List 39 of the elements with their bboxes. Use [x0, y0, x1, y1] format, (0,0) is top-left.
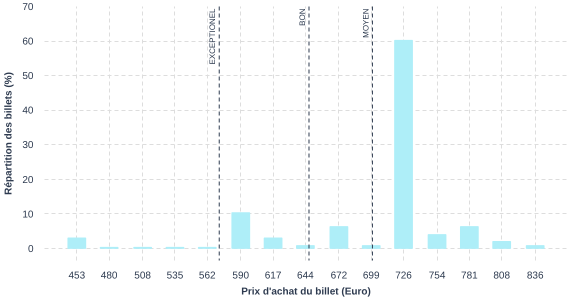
x-tick-label: 590	[232, 270, 250, 282]
x-tick-label: 672	[330, 270, 348, 282]
y-tick-label: 50	[22, 71, 34, 82]
ref-line-label: EXCEPTIONEL	[208, 8, 218, 65]
y-tick-label: 40	[22, 106, 34, 117]
y-tick-label: 70	[22, 2, 34, 13]
y-tick-label: 0	[28, 244, 34, 255]
bar	[428, 234, 446, 249]
bar	[492, 240, 512, 249]
x-tick-label: 836	[526, 270, 544, 282]
x-tick-label: 617	[264, 270, 282, 282]
x-axis-title: Prix d'achat du billet (Euro)	[241, 286, 371, 298]
x-tick-label: 480	[100, 270, 118, 282]
y-tick-label: 60	[22, 36, 34, 48]
bar	[296, 245, 315, 249]
x-tick-label: 562	[198, 270, 216, 282]
ref-line-label: BON	[298, 8, 307, 26]
y-tick-label: 30	[22, 140, 34, 152]
bar	[526, 245, 545, 249]
x-tick-label: 726	[395, 270, 412, 282]
bar	[330, 226, 348, 249]
x-tick-label: 508	[134, 270, 152, 282]
bar	[394, 40, 413, 249]
x-tick-label: 808	[493, 270, 510, 282]
ref-line-label: MOYEN	[361, 8, 370, 38]
x-tick-label: 644	[297, 270, 314, 282]
y-axis-title: Répartition des billets (%)	[3, 72, 14, 195]
bar	[264, 238, 282, 249]
x-tick-label: 699	[362, 270, 380, 282]
x-tick-label: 754	[428, 270, 446, 282]
x-tick-label: 453	[68, 270, 86, 282]
bar	[460, 226, 479, 249]
bar	[362, 245, 381, 249]
y-tick-label: 20	[22, 174, 34, 186]
y-tick-label: 10	[22, 209, 34, 220]
bar	[67, 238, 86, 249]
bar	[231, 212, 250, 249]
x-tick-label: 535	[166, 270, 184, 282]
x-tick-label: 781	[461, 270, 478, 282]
